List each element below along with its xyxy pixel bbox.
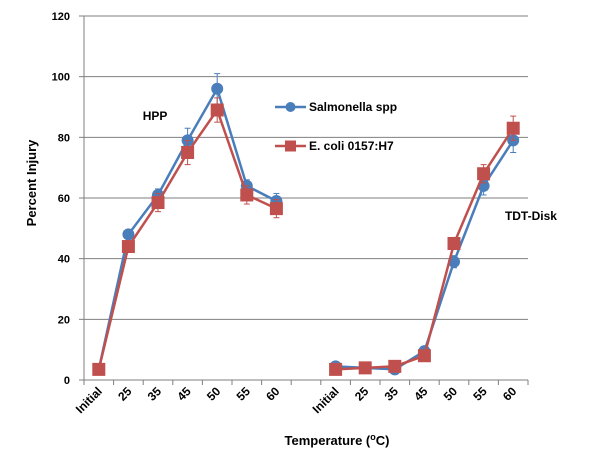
series-2 [92, 97, 520, 376]
series [92, 73, 520, 376]
x-tick-label: 55 [234, 384, 254, 404]
x-axis-title-main: Temperature ( [285, 433, 371, 448]
axes [79, 15, 529, 385]
y-tick-label: 20 [58, 314, 70, 326]
data-point [122, 228, 135, 241]
x-tick-label: 25 [115, 384, 135, 404]
legend-marker [285, 140, 296, 152]
data-point [447, 237, 461, 250]
data-point [181, 146, 195, 159]
data-point [240, 188, 254, 202]
x-tick-label: 60 [500, 384, 520, 404]
data-point [329, 362, 343, 376]
x-tick-label: 35 [382, 384, 402, 404]
legend-label: E. coli 0157:H7 [309, 139, 394, 153]
x-tick-label: 60 [263, 384, 283, 404]
data-point [358, 361, 372, 375]
data-point [121, 240, 135, 254]
legend-marker [285, 102, 296, 112]
x-tick-label: 45 [411, 384, 431, 404]
x-tick-label: 55 [470, 384, 490, 404]
data-point [269, 202, 283, 216]
y-tick-label: 120 [52, 11, 70, 23]
x-tick-label: Initial [73, 384, 105, 416]
x-tick-label: 25 [352, 384, 372, 404]
x-tick-label: 50 [441, 384, 461, 404]
data-point [388, 359, 402, 373]
data-point [211, 82, 224, 95]
y-tick-labels: 0 20 40 60 80 100 120 [52, 11, 70, 387]
x-axis-title-unit: C) [376, 433, 390, 448]
x-axis-title-degree: o [370, 432, 376, 442]
chart-annotation: TDT-Disk [505, 209, 557, 223]
x-tick-label: Initial [310, 384, 342, 416]
y-tick-label: 40 [58, 254, 70, 266]
x-tick-label: 35 [145, 384, 165, 404]
grid-lines [84, 15, 528, 320]
data-point [151, 196, 165, 210]
legend: Salmonella spp E. coli 0157:H7 [275, 100, 397, 153]
legend-label: Salmonella spp [309, 100, 397, 114]
legend-entry: Salmonella spp [275, 100, 397, 114]
data-point [477, 167, 491, 181]
legend-entry: E. coli 0157:H7 [275, 139, 394, 153]
y-tick-label: 60 [58, 193, 70, 205]
x-axis-title: Temperature (oC) [285, 432, 390, 448]
y-tick-label: 0 [64, 375, 70, 387]
y-axis-title: Percent Injury [24, 139, 39, 226]
annotations: HPP TDT-Disk [143, 109, 558, 223]
data-point [92, 362, 106, 376]
data-point [417, 349, 431, 363]
chart-annotation: HPP [143, 109, 168, 123]
y-tick-label: 80 [58, 132, 70, 144]
x-tick-label: 50 [204, 384, 224, 404]
data-point [506, 121, 520, 135]
data-point [210, 103, 224, 117]
y-tick-label: 100 [52, 72, 70, 84]
x-tick-label: 45 [174, 384, 194, 404]
x-tick-labels: Initial 25 35 45 50 55 60 Initial 25 35 45 50 55 60 [73, 384, 520, 416]
